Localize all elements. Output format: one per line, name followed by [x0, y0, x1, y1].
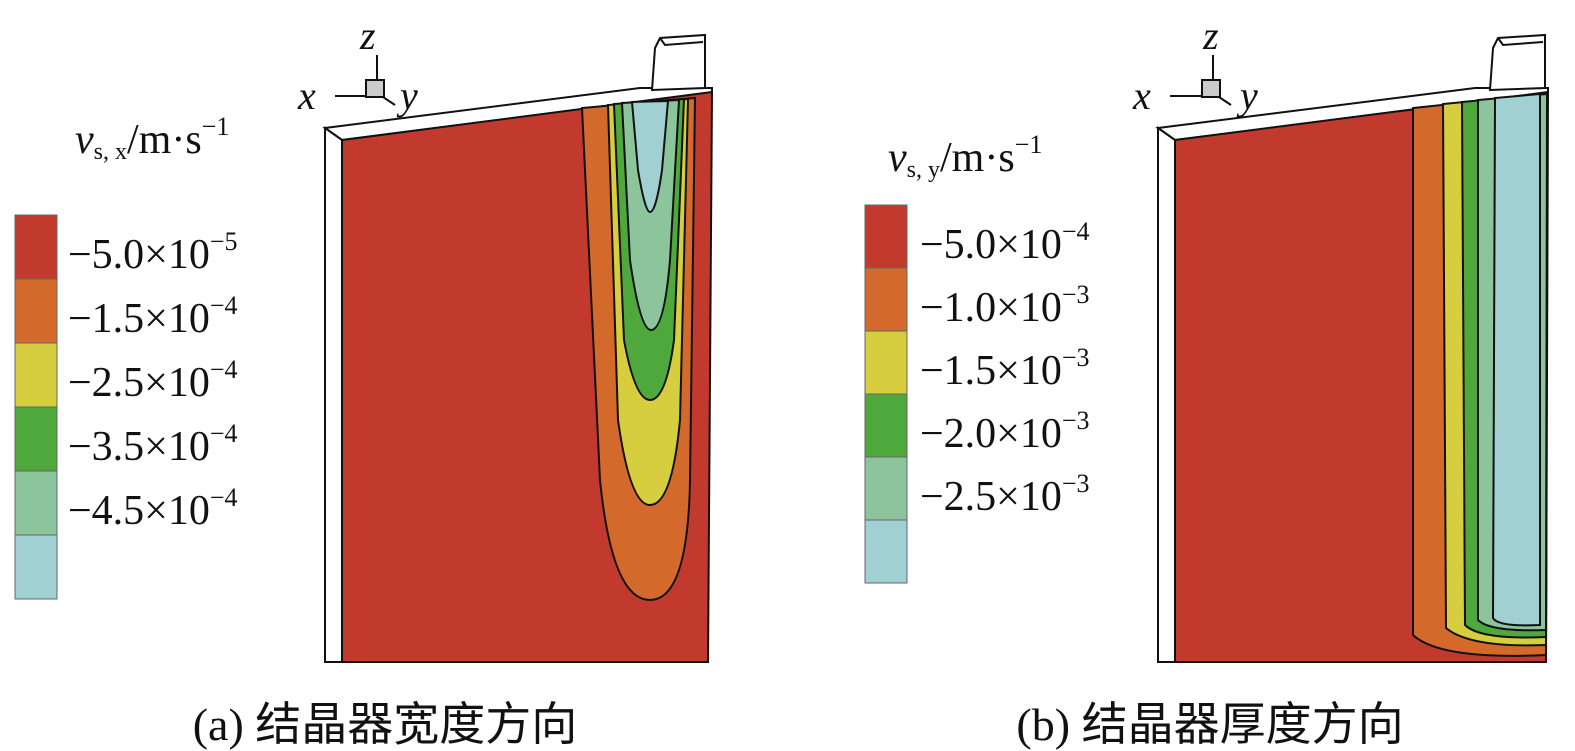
legend-swatch [864, 456, 908, 521]
caption-b: (b) 结晶器厚度方向 [1016, 699, 1404, 750]
contour-a-lightblue [630, 99, 670, 214]
legend-label: −5.0×10−5 [68, 227, 238, 278]
slab-a-side-face [324, 126, 343, 663]
legend-label: −1.0×10−3 [920, 280, 1090, 331]
legend-swatch [14, 214, 58, 280]
axis-label-z-a: z [360, 13, 376, 58]
nozzle-a-edge [659, 37, 704, 47]
axis-label-x-a: x [298, 73, 316, 118]
legend-label: −5.0×10−4 [920, 217, 1090, 268]
caption-a: (a) 结晶器宽度方向 [192, 699, 578, 750]
slab-b [1155, 33, 1550, 663]
axis-label-x-b: x [1133, 73, 1151, 118]
axis-label-y-a: y [400, 73, 418, 118]
legend-swatch [14, 470, 58, 536]
legend-a-swatches [14, 214, 58, 600]
legend-label: −1.5×10−3 [920, 343, 1090, 394]
legend-swatch [14, 534, 58, 600]
legend-swatch [864, 267, 908, 332]
legend-a-title: vs, x/m·s−1 [75, 112, 230, 165]
legend-swatch [14, 342, 58, 408]
legend-label: −2.5×10−4 [68, 355, 238, 406]
slab-b-side-face [1157, 126, 1176, 663]
legend-swatch [864, 330, 908, 395]
legend-swatch [14, 406, 58, 472]
axis-triad-a [335, 55, 396, 106]
legend-b-title: vs, y/m·s−1 [888, 130, 1043, 183]
contour-b-lightblue [1491, 92, 1541, 627]
legend-swatch [864, 519, 908, 584]
legend-swatch [14, 278, 58, 344]
legend-swatch [864, 204, 908, 269]
legend-b-swatches [864, 204, 908, 584]
axis-label-z-b: z [1203, 13, 1219, 58]
nozzle-b [1488, 33, 1546, 92]
nozzle-a [650, 33, 706, 92]
legend-swatch [864, 393, 908, 458]
legend-label: −3.5×10−4 [68, 419, 238, 470]
legend-label: −2.5×10−3 [920, 469, 1090, 520]
slab-a [322, 33, 714, 663]
axis-triad-b [1170, 55, 1232, 106]
nozzle-b-edge [1497, 37, 1544, 47]
legend-label: −1.5×10−4 [68, 291, 238, 342]
legend-label: −4.5×10−4 [68, 483, 238, 534]
legend-label: −2.0×10−3 [920, 406, 1090, 457]
axis-label-y-b: y [1240, 73, 1258, 118]
